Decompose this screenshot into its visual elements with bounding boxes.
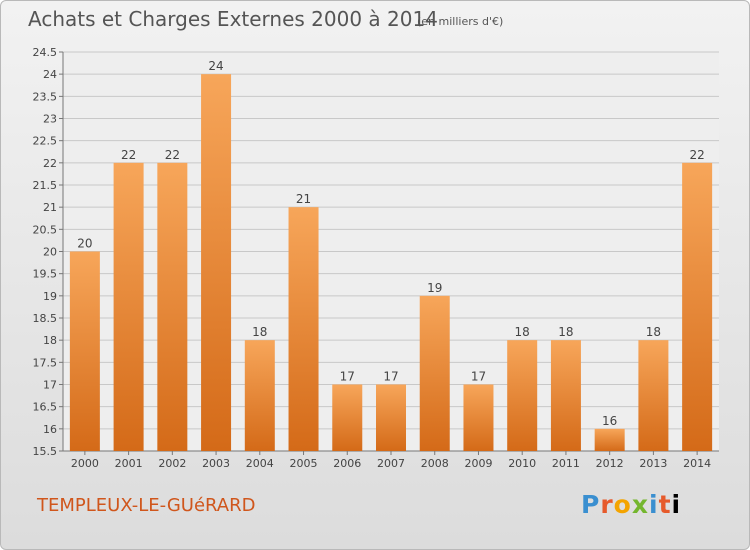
x-tick-label: 2005 — [290, 457, 318, 470]
bar — [288, 207, 319, 451]
y-tick-label: 20 — [43, 246, 57, 259]
bar — [69, 251, 100, 451]
x-tick-label: 2009 — [464, 457, 492, 470]
y-tick-label: 22.5 — [33, 135, 58, 148]
x-tick-label: 2000 — [71, 457, 99, 470]
bar-value-label: 22 — [165, 148, 180, 162]
x-tick-label: 2006 — [333, 457, 361, 470]
bar-value-label: 17 — [383, 370, 398, 384]
y-tick-label: 16.5 — [33, 401, 58, 414]
chart-subtitle: (en milliers d'€) — [417, 15, 504, 28]
bar — [419, 295, 450, 451]
bar-value-label: 18 — [515, 325, 530, 339]
place-name: TEMPLEUX-LE-GUéRARD — [37, 495, 256, 516]
y-tick-label: 19.5 — [33, 268, 58, 281]
y-tick-label: 18 — [43, 334, 57, 347]
x-tick-label: 2013 — [639, 457, 667, 470]
y-tick-label: 15.5 — [33, 445, 58, 458]
y-tick-label: 24.5 — [33, 46, 58, 59]
bar — [201, 74, 232, 452]
bar-value-label: 18 — [558, 325, 573, 339]
bar — [113, 162, 144, 452]
y-tick-label: 21 — [43, 201, 57, 214]
y-tick-label: 24 — [43, 68, 57, 81]
bar-value-label: 18 — [646, 325, 661, 339]
bar-value-label: 22 — [689, 148, 704, 162]
bar — [682, 162, 713, 452]
bar-value-label: 24 — [208, 59, 223, 73]
x-tick-label: 2002 — [158, 457, 186, 470]
y-tick-label: 17.5 — [33, 356, 58, 369]
y-tick-label: 21.5 — [33, 179, 58, 192]
bar — [507, 340, 538, 451]
y-tick-label: 16 — [43, 423, 57, 436]
bar-value-label: 22 — [121, 148, 136, 162]
x-tick-label: 2011 — [552, 457, 580, 470]
bar-value-label: 17 — [340, 370, 355, 384]
y-tick-label: 17 — [43, 379, 57, 392]
y-tick-label: 22 — [43, 157, 57, 170]
bar-value-label: 18 — [252, 325, 267, 339]
y-tick-label: 18.5 — [33, 312, 58, 325]
x-tick-label: 2004 — [246, 457, 274, 470]
bar-value-label: 20 — [77, 237, 92, 251]
y-tick-label: 19 — [43, 290, 57, 303]
bar — [376, 384, 406, 451]
bar — [157, 162, 188, 452]
bar — [463, 384, 494, 451]
bar — [594, 428, 625, 451]
bar — [550, 340, 581, 451]
x-tick-label: 2001 — [115, 457, 143, 470]
bar — [638, 340, 669, 451]
y-tick-label: 20.5 — [33, 223, 58, 236]
x-tick-label: 2014 — [683, 457, 711, 470]
y-tick-label: 23.5 — [33, 90, 58, 103]
bar-value-label: 16 — [602, 414, 617, 428]
brand-logo: Proxiti — [581, 490, 682, 519]
bar-value-label: 17 — [471, 370, 486, 384]
bar — [332, 384, 363, 451]
chart-title: Achats et Charges Externes 2000 à 2014 — [28, 7, 438, 31]
y-tick-label: 23 — [43, 113, 57, 126]
x-tick-label: 2008 — [421, 457, 449, 470]
bar — [244, 340, 275, 451]
bar-value-label: 21 — [296, 192, 311, 206]
x-tick-label: 2010 — [508, 457, 536, 470]
x-tick-label: 2012 — [596, 457, 624, 470]
x-tick-label: 2007 — [377, 457, 405, 470]
x-tick-label: 2003 — [202, 457, 230, 470]
bar-value-label: 19 — [427, 281, 442, 295]
